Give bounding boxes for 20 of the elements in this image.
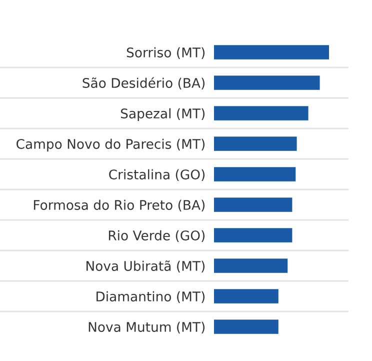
y-tick-label: Cristalina (GO) bbox=[109, 169, 205, 182]
y-tick-label: Sapezal (MT) bbox=[120, 108, 205, 122]
bar bbox=[214, 45, 329, 60]
y-tick-label: São Desidério (BA) bbox=[82, 77, 205, 90]
bar bbox=[214, 289, 278, 304]
y-tick-label: Diamantino (MT) bbox=[96, 291, 205, 304]
bar bbox=[214, 76, 320, 90]
y-tick-label: Formosa do Rio Preto (BA) bbox=[34, 200, 205, 212]
bar bbox=[214, 198, 292, 212]
y-tick-label: Sorriso (MT) bbox=[126, 47, 205, 60]
y-tick-label: Nova Ubiratã (MT) bbox=[86, 260, 205, 273]
bar bbox=[214, 106, 308, 120]
y-tick-label: Rio Verde (GO) bbox=[108, 230, 205, 242]
bar bbox=[214, 320, 278, 334]
bar bbox=[214, 167, 296, 182]
bar bbox=[214, 258, 288, 273]
bar bbox=[214, 228, 292, 242]
y-tick-label: Campo Novo do Parecis (MT) bbox=[16, 138, 205, 152]
bar bbox=[214, 136, 297, 151]
y-tick-label: Nova Mutum (MT) bbox=[88, 322, 205, 334]
